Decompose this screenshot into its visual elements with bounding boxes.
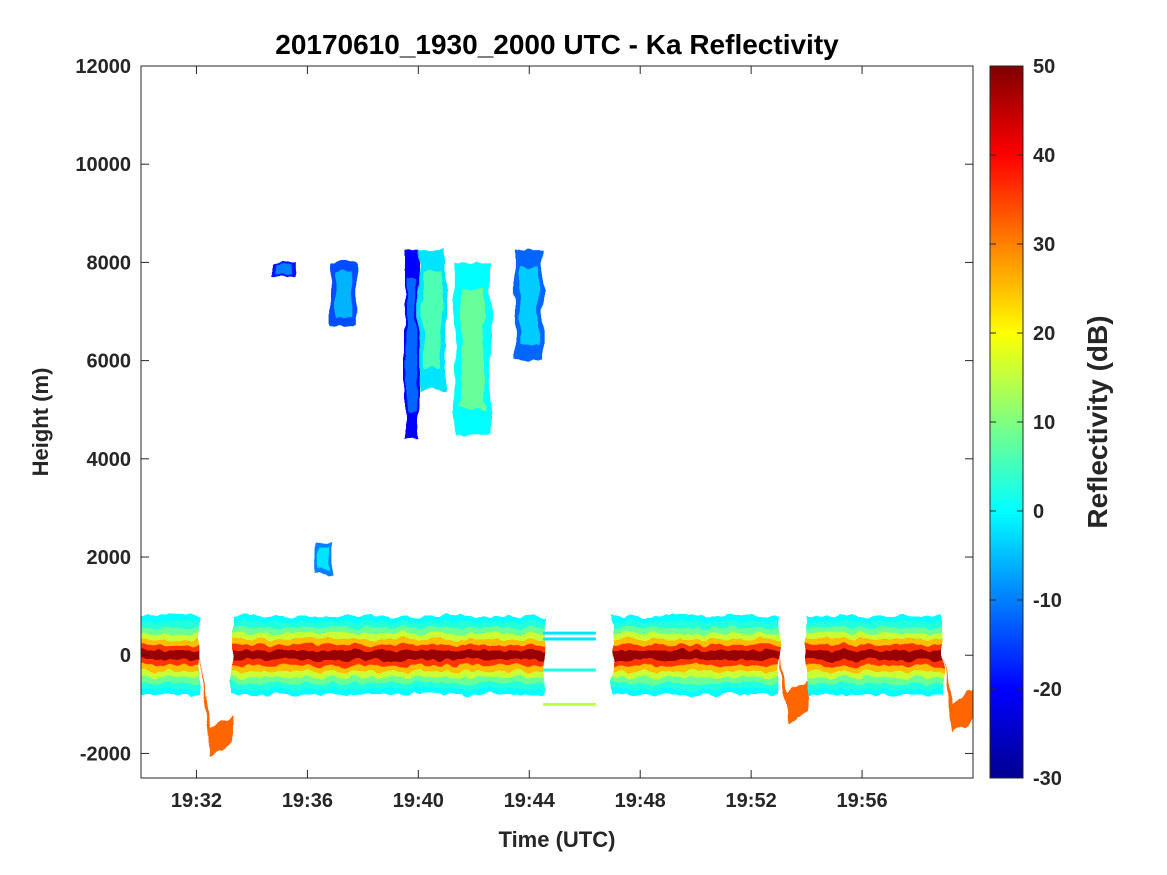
x-tick-label-5: 19:52: [726, 790, 777, 812]
cloud-cell-1: [329, 262, 358, 327]
cb-tick-label-8: -30: [1033, 768, 1062, 790]
plot-frame: [140, 65, 974, 779]
cb-tick-label-0: 50: [1033, 56, 1055, 78]
cloud-cell-0: [271, 262, 297, 278]
cb-tick-label-4: 10: [1033, 412, 1055, 434]
surface-band-0: [141, 615, 200, 695]
x-axis-label: Time (UTC): [499, 827, 616, 852]
y-tick-label-3: 4000: [87, 449, 132, 471]
cb-tick-label-5: 0: [1033, 501, 1044, 523]
chart-title: 20170610_1930_2000 UTC - Ka Reflectivity: [275, 29, 839, 60]
cb-tick-label-3: 20: [1033, 323, 1055, 345]
cloud-cell-1-core: [334, 271, 353, 317]
cloud-cell-0-core: [275, 264, 292, 275]
surface-band-2: [612, 615, 779, 695]
y-axis-label: Height (m): [28, 368, 53, 477]
x-tick-label-4: 19:48: [615, 790, 666, 812]
surface-band-1-layer-6: [232, 650, 544, 660]
x-tick-label-2: 19:40: [393, 790, 444, 812]
x-tick-label-6: 19:56: [836, 790, 887, 812]
surface-band-3-layer-6: [806, 650, 943, 660]
y-tick-label-1: 0: [120, 645, 131, 667]
cloud-cell-6-core: [318, 547, 330, 570]
cb-tick-label-7: -20: [1033, 679, 1062, 701]
surface-band-1: [232, 615, 544, 695]
cloud-cell-2: [404, 250, 419, 440]
cb-tick-label-1: 40: [1033, 145, 1055, 167]
turn-echo-1: [778, 655, 807, 724]
turn-echo-2: [942, 655, 973, 734]
cloud-cell-2-core: [406, 278, 416, 411]
turn-echo-0: [199, 655, 233, 759]
y-tick-label-7: 12000: [75, 56, 131, 78]
colorbar-label: Reflectivity (dB): [1082, 315, 1113, 528]
cloud-cell-5: [515, 250, 544, 361]
y-axis-ticks: -2000 0 2000 4000 6000 8000 10000 12000: [75, 56, 973, 765]
y-tick-label-5: 8000: [87, 252, 132, 274]
y-tick-label-2: 2000: [87, 547, 132, 569]
cb-tick-label-2: 30: [1033, 234, 1055, 256]
surface-band-2-layer-6: [612, 650, 779, 660]
x-tick-label-1: 19:36: [282, 790, 333, 812]
y-tick-label-4: 6000: [87, 351, 132, 373]
cloud-cell-5-core: [520, 266, 539, 345]
y-tick-label-0: -2000: [80, 743, 131, 765]
cloud-cell-4: [454, 262, 491, 435]
surface-band-3: [806, 615, 943, 695]
surface-band-0-layer-6: [141, 650, 200, 660]
y-tick-label-6: 10000: [75, 154, 131, 176]
data-layer: [141, 250, 973, 759]
cloud-cell-3: [418, 250, 447, 391]
colorbar-ticks: 50 40 30 20 10 0 -10 -20 -30: [990, 56, 1062, 790]
x-tick-label-0: 19:32: [171, 790, 222, 812]
x-tick-label-3: 19:44: [504, 790, 556, 812]
cloud-cell-6: [315, 542, 333, 575]
cloud-cell-3-core: [423, 271, 442, 370]
x-axis-ticks: 19:32 19:36 19:40 19:44 19:48 19:52 19:56: [171, 66, 888, 812]
cloud-cell-4-core: [460, 288, 484, 409]
cb-tick-label-6: -10: [1033, 590, 1062, 612]
